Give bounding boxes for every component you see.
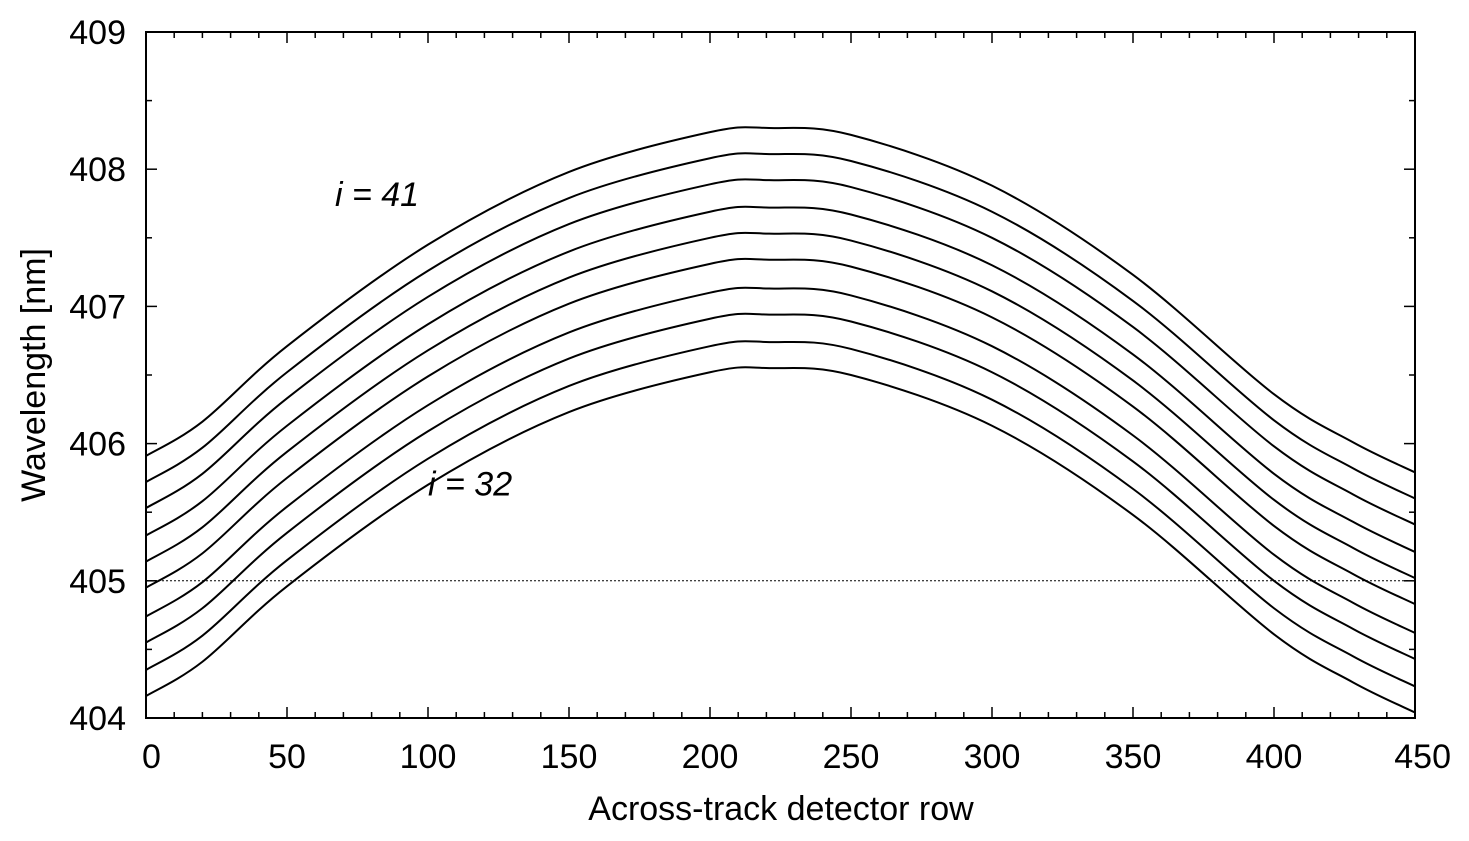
series-line-10 (145, 126, 1416, 474)
y-tick-label: 405 (69, 563, 126, 601)
x-tick-label: 50 (268, 738, 306, 776)
series-line-3 (145, 312, 1416, 660)
series-line-2 (145, 340, 1416, 688)
x-tick-label: 150 (541, 738, 598, 776)
y-tick-label: 406 (69, 426, 126, 464)
y-tick-label: 404 (69, 700, 126, 738)
x-tick-labels: 0 50 100 150 200 250 300 350 400 450 (142, 738, 1451, 776)
y-tick-labels: 404 405 406 407 408 409 (69, 14, 126, 738)
x-tick-label: 450 (1394, 738, 1451, 776)
series-annotation-1: i = 41 (335, 176, 419, 214)
x-tick-label: 400 (1246, 738, 1303, 776)
annotations-layer: i = 41 i = 32 (335, 176, 512, 503)
y-tick-label: 408 (69, 151, 126, 189)
ticks-layer (145, 31, 1416, 719)
series-annotation-2: i = 32 (428, 466, 512, 504)
series-line-6 (145, 231, 1416, 579)
series-line-4 (145, 286, 1416, 634)
series-line-1 (145, 366, 1416, 714)
y-tick-label: 407 (69, 288, 126, 326)
series-line-7 (145, 205, 1416, 553)
series-line-5 (145, 257, 1416, 606)
x-axis-title: Across-track detector row (588, 790, 974, 828)
y-tick-label: 409 (69, 14, 126, 52)
series-layer (145, 126, 1416, 714)
x-tick-label: 200 (682, 738, 739, 776)
y-axis-title: Wavelength [nm] (15, 248, 53, 502)
x-tick-label: 0 (142, 738, 161, 776)
series-line-8 (145, 178, 1416, 526)
x-tick-label: 100 (400, 738, 457, 776)
x-tick-label: 350 (1105, 738, 1162, 776)
series-line-9 (145, 152, 1416, 500)
x-tick-label: 300 (964, 738, 1021, 776)
x-tick-label: 250 (823, 738, 880, 776)
plot-frame (145, 31, 1416, 719)
